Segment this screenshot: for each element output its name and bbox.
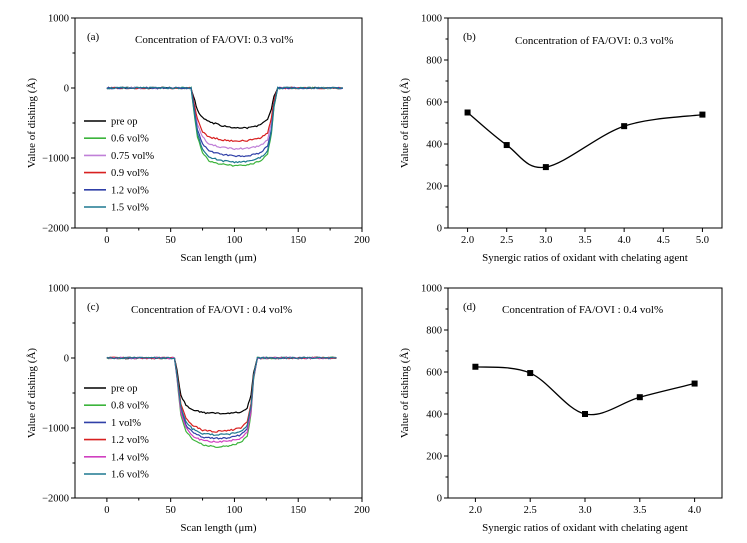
y-tick-label: 600 [426, 368, 442, 379]
series-line [106, 356, 337, 433]
x-tick-label: 200 [354, 505, 370, 516]
x-tick-label: 100 [227, 505, 243, 516]
legend-label: pre op [111, 384, 138, 395]
x-tick-label: 150 [290, 235, 306, 246]
y-tick-label: 1000 [421, 284, 442, 295]
y-tick-label: −1000 [42, 424, 69, 435]
legend-label: 1.2 vol% [111, 435, 149, 446]
panel-label: (b) [463, 31, 476, 43]
y-tick-label: −1000 [42, 154, 69, 165]
data-point [503, 142, 510, 149]
legend-label: 1 vol% [111, 418, 141, 429]
x-tick-label: 100 [227, 235, 243, 246]
data-point [464, 109, 471, 116]
y-tick-label: 0 [437, 494, 442, 505]
data-point [699, 111, 706, 118]
legend-label: 1.5 vol% [111, 203, 149, 214]
y-axis-label: Value of dishing (Å) [26, 78, 38, 168]
series-line [106, 356, 337, 440]
data-point [472, 363, 479, 370]
panel-label: (a) [87, 31, 100, 43]
y-axis-label: Value of dishing (Å) [399, 348, 411, 438]
legend-label: 1.6 vol% [111, 470, 149, 481]
legend-label: 1.4 vol% [111, 452, 149, 463]
x-tick-label: 50 [165, 235, 176, 246]
x-tick-label: 0 [104, 235, 109, 246]
x-axis-label: Synergic ratios of oxidant with chelatin… [482, 522, 688, 534]
x-axis-label: Synergic ratios of oxidant with chelatin… [482, 252, 688, 264]
data-point [582, 411, 588, 417]
x-tick-label: 5.0 [696, 235, 709, 246]
data-point [527, 370, 534, 377]
y-axis-label: Value of dishing (Å) [26, 348, 38, 438]
panel-label: (d) [463, 301, 476, 313]
legend-label: 0.8 vol% [111, 401, 149, 412]
series-line [106, 86, 324, 130]
data-point [542, 164, 549, 171]
series-line [475, 366, 695, 416]
x-axis-label: Scan length (μm) [180, 252, 256, 264]
x-tick-label: 3.5 [633, 505, 646, 516]
x-tick-label: 4.0 [688, 505, 701, 516]
y-tick-label: 600 [426, 98, 442, 109]
x-tick-label: 0 [104, 505, 109, 516]
chart-panel-b: 2.0 2.5 3.0 3.5 4.0 4.5 5.0 0 200 400 600 800 1000 Sy… [399, 14, 723, 264]
x-tick-label: 3.5 [578, 235, 591, 246]
x-tick-label: 150 [290, 505, 306, 516]
data-point [691, 380, 698, 387]
concentration-annotation: Concentration of FA/OVI: 0.3 vol% [135, 34, 293, 46]
x-axis-label: Scan length (μm) [180, 522, 256, 534]
legend-label: 0.6 vol% [111, 134, 149, 145]
series-line [467, 112, 703, 169]
y-tick-label: 0 [64, 354, 69, 365]
legend-label: 0.9 vol% [111, 168, 149, 179]
legend-label: 0.75 vol% [111, 151, 154, 162]
data-point [636, 394, 643, 401]
y-tick-label: 200 [426, 452, 442, 463]
x-tick-label: 4.5 [657, 235, 670, 246]
y-tick-label: −2000 [42, 494, 69, 505]
y-tick-label: 0 [437, 224, 442, 235]
x-tick-label: 2.0 [469, 505, 482, 516]
y-tick-label: 400 [426, 140, 442, 151]
x-tick-label: 50 [165, 505, 176, 516]
y-axis-label: Value of dishing (Å) [399, 78, 411, 168]
x-tick-label: 2.5 [524, 505, 537, 516]
y-tick-label: 400 [426, 410, 442, 421]
plot-frame [447, 287, 723, 499]
plot-frame [447, 17, 723, 229]
chart-panel-c: 0 50 100 150 200 −2000 −1000 0 1000 Scan length (… [26, 284, 370, 535]
y-tick-label: 1000 [48, 14, 69, 25]
y-tick-label: 1000 [48, 284, 69, 295]
series-line [106, 86, 343, 164]
concentration-annotation: Concentration of FA/OVI: 0.3 vol% [515, 35, 673, 47]
data-point [621, 123, 628, 130]
chart-panel-d: 2.0 2.5 3.0 3.5 4.0 0 200 400 600 800 1000 Synergic… [399, 284, 723, 534]
series-line [106, 356, 337, 436]
panel-label: (c) [87, 301, 100, 313]
chart-panel-a: 0 50 100 150 200 −2000 −1000 0 1000 Scan length (… [26, 14, 370, 265]
concentration-annotation: Concentration of FA/OVI : 0.4 vol% [131, 304, 292, 316]
x-tick-label: 2.5 [500, 235, 513, 246]
y-tick-label: 800 [426, 56, 442, 67]
legend-label: pre op [111, 117, 138, 128]
y-tick-label: −2000 [42, 224, 69, 235]
x-tick-label: 4.0 [618, 235, 631, 246]
x-tick-label: 2.0 [461, 235, 474, 246]
y-tick-label: 0 [64, 84, 69, 95]
legend-label: 1.2 vol% [111, 185, 149, 196]
x-tick-label: 3.0 [578, 505, 591, 516]
series-line [106, 86, 344, 158]
concentration-annotation: Concentration of FA/OVI : 0.4 vol% [502, 304, 663, 316]
x-tick-label: 200 [354, 235, 370, 246]
y-tick-label: 1000 [421, 14, 442, 25]
y-tick-label: 800 [426, 326, 442, 337]
x-tick-label: 3.0 [539, 235, 552, 246]
y-tick-label: 200 [426, 182, 442, 193]
